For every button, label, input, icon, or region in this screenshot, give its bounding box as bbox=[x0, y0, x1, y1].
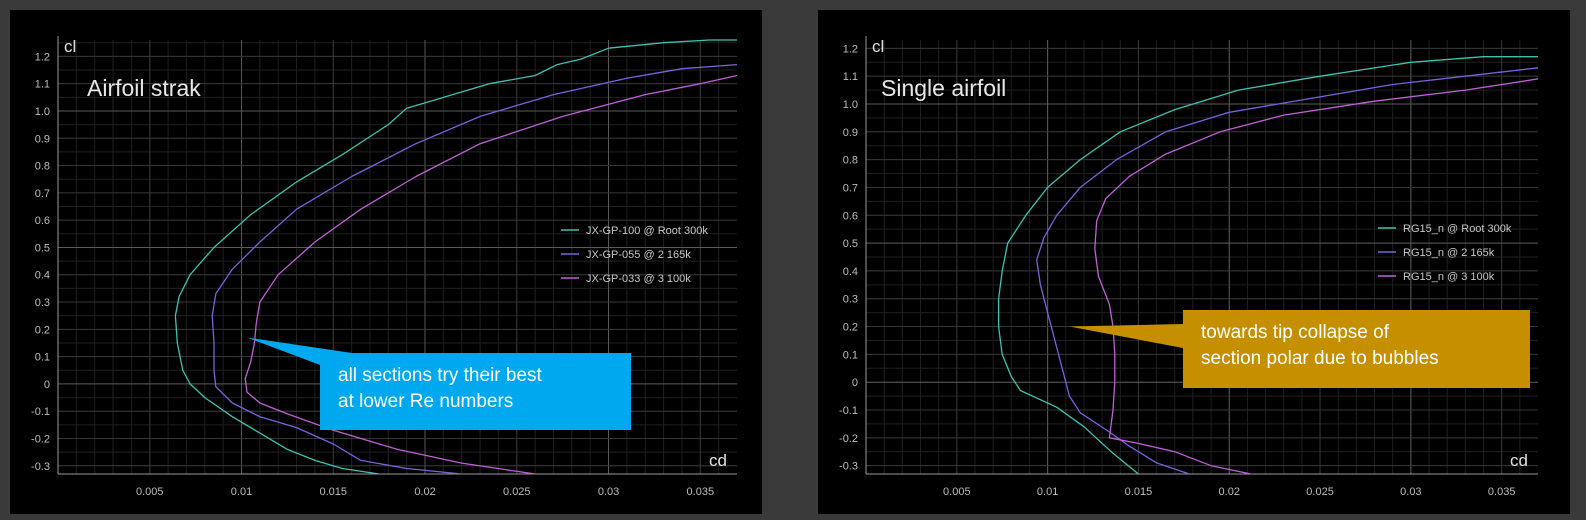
x-tick-label: 0.015 bbox=[320, 486, 348, 498]
panel-title: Single airfoil bbox=[881, 75, 1006, 101]
y-tick-label: -0.3 bbox=[839, 461, 858, 473]
y-tick-label: 0.3 bbox=[843, 294, 858, 306]
callout-box-left: all sections try their best at lower Re … bbox=[320, 353, 631, 430]
y-tick-label: 1.0 bbox=[35, 106, 50, 118]
x-tick-label: 0.02 bbox=[1219, 486, 1240, 498]
y-tick-label: 0.2 bbox=[843, 322, 858, 334]
callout-box-right: towards tip collapse of section polar du… bbox=[1183, 310, 1530, 388]
callout-line: towards tip collapse of bbox=[1201, 322, 1389, 343]
legend-label: JX-GP-033 @ 3 100k bbox=[586, 273, 691, 285]
y-tick-label: 0.4 bbox=[35, 270, 50, 282]
y-tick-label: 0.7 bbox=[843, 182, 858, 194]
x-tick-label: 0.02 bbox=[414, 486, 435, 498]
panel-title: Airfoil strak bbox=[87, 75, 201, 101]
y-tick-label: 0 bbox=[852, 377, 858, 389]
x-tick-label: 0.015 bbox=[1125, 486, 1153, 498]
legend-label: RG15_n @ Root 300k bbox=[1403, 223, 1512, 235]
callout-line: at lower Re numbers bbox=[338, 391, 514, 412]
y-tick-label: 0.5 bbox=[35, 242, 50, 254]
legend-label: RG15_n @ 3 100k bbox=[1403, 271, 1495, 283]
y-tick-label: 0.2 bbox=[35, 324, 50, 336]
x-tick-label: 0.01 bbox=[1037, 486, 1058, 498]
y-tick-label: 0.1 bbox=[843, 349, 858, 361]
x-tick-label: 0.005 bbox=[136, 486, 164, 498]
y-axis-label: cl bbox=[64, 37, 76, 56]
y-tick-label: 0.8 bbox=[35, 161, 50, 173]
chart-svg-left: -0.3 -0.2 -0.1 0 0.1 0.2 0.3 0.4 0.5 0.6 0.7 0.8 0.9… bbox=[31, 36, 737, 498]
callout-pointer bbox=[1069, 324, 1183, 348]
x-tick-label: 0.01 bbox=[231, 486, 252, 498]
series-group bbox=[997, 56, 1538, 474]
y-tick-label: -0.2 bbox=[839, 433, 858, 445]
y-tick-label: 0.9 bbox=[35, 133, 50, 145]
series-line bbox=[174, 39, 737, 474]
legend-label: JX-GP-055 @ 2 165k bbox=[586, 249, 691, 261]
chart-svg-right: -0.3 -0.2 -0.1 0 0.1 0.2 0.3 0.4 0.5 0.6 0.7 0.8 0.9… bbox=[839, 36, 1538, 498]
x-tick-label: 0.03 bbox=[598, 486, 619, 498]
y-tick-label: -0.1 bbox=[31, 406, 50, 418]
legend-label: JX-GP-100 @ Root 300k bbox=[586, 225, 708, 237]
grid-major bbox=[58, 40, 737, 474]
y-tick-label: 0.4 bbox=[843, 266, 858, 278]
y-tick-label: 1.0 bbox=[843, 99, 858, 111]
series-line bbox=[1036, 67, 1538, 474]
legend-label: RG15_n @ 2 165k bbox=[1403, 247, 1495, 259]
y-tick-label: 1.1 bbox=[843, 71, 858, 83]
series-line bbox=[1094, 78, 1538, 474]
y-tick-label: -0.3 bbox=[31, 461, 50, 473]
y-tick-label: 0 bbox=[44, 379, 50, 391]
legend: JX-GP-100 @ Root 300k JX-GP-055 @ 2 165k J… bbox=[561, 225, 708, 285]
chart-panel-single-airfoil: -0.3 -0.2 -0.1 0 0.1 0.2 0.3 0.4 0.5 0.6 0.7 0.8 0.9… bbox=[818, 10, 1570, 514]
series-line bbox=[244, 74, 737, 474]
x-tick-label: 0.035 bbox=[1488, 486, 1516, 498]
series-group bbox=[174, 39, 737, 474]
callout-line: all sections try their best bbox=[338, 365, 542, 386]
x-axis-label: cd bbox=[709, 451, 727, 470]
y-tick-label: 0.7 bbox=[35, 188, 50, 200]
x-tick-label: 0.025 bbox=[503, 486, 531, 498]
series-line bbox=[997, 56, 1538, 474]
y-tick-label: 0.3 bbox=[35, 297, 50, 309]
y-tick-label: 1.2 bbox=[843, 43, 858, 55]
y-tick-label: 0.6 bbox=[35, 215, 50, 227]
x-tick-label: 0.03 bbox=[1400, 486, 1421, 498]
y-tick-label: 0.1 bbox=[35, 352, 50, 364]
callout-line: section polar due to bubbles bbox=[1201, 348, 1439, 369]
x-axis-label: cd bbox=[1510, 451, 1528, 470]
x-tick-label: 0.035 bbox=[687, 486, 715, 498]
chart-panel-airfoil-strak: -0.3 -0.2 -0.1 0 0.1 0.2 0.3 0.4 0.5 0.6 0.7 0.8 0.9… bbox=[10, 10, 762, 514]
legend: RG15_n @ Root 300k RG15_n @ 2 165k RG15_n … bbox=[1378, 223, 1512, 283]
series-line bbox=[211, 63, 737, 474]
y-tick-label: 0.6 bbox=[843, 210, 858, 222]
y-tick-label: 0.5 bbox=[843, 238, 858, 250]
y-tick-label: -0.1 bbox=[839, 405, 858, 417]
y-tick-label: 1.2 bbox=[35, 51, 50, 63]
y-axis-label: cl bbox=[872, 37, 884, 56]
y-tick-label: 0.8 bbox=[843, 155, 858, 167]
y-tick-label: -0.2 bbox=[31, 434, 50, 446]
x-tick-label: 0.005 bbox=[943, 486, 971, 498]
y-tick-label: 0.9 bbox=[843, 127, 858, 139]
x-tick-label: 0.025 bbox=[1306, 486, 1334, 498]
y-tick-label: 1.1 bbox=[35, 79, 50, 91]
grid-major bbox=[866, 40, 1538, 474]
